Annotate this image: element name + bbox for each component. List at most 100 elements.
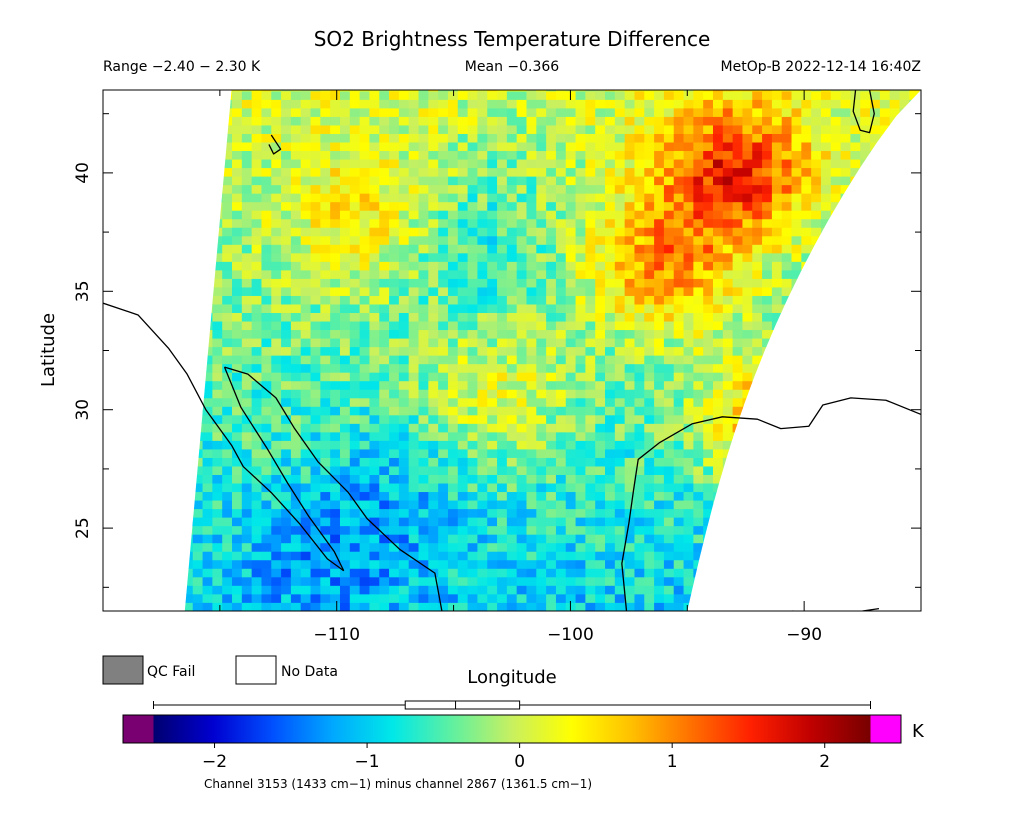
heatmap-cell xyxy=(860,116,871,126)
heatmap-cell xyxy=(722,363,734,373)
heatmap-cell xyxy=(320,159,331,169)
heatmap-cell xyxy=(614,346,626,356)
heatmap-cell xyxy=(418,321,429,331)
heatmap-cell xyxy=(712,90,724,92)
heatmap-cell xyxy=(516,449,527,458)
heatmap-cell xyxy=(614,559,626,569)
heatmap-cell xyxy=(585,184,596,194)
heatmap-cell xyxy=(673,389,684,399)
heatmap-cell xyxy=(389,116,400,126)
heatmap-cell xyxy=(300,167,311,177)
heatmap-cell xyxy=(546,483,557,493)
heatmap-cell xyxy=(722,423,734,433)
heatmap-cell xyxy=(369,491,380,501)
heatmap-cell xyxy=(477,193,488,203)
heatmap-cell xyxy=(300,363,311,373)
heatmap-cell xyxy=(379,585,390,595)
heatmap-cell xyxy=(811,201,822,211)
heatmap-cell xyxy=(320,287,331,296)
heatmap-cell xyxy=(457,321,468,331)
heatmap-cell xyxy=(487,244,498,254)
heatmap-cell xyxy=(428,338,439,348)
heatmap-cell xyxy=(339,551,351,561)
heatmap-cell xyxy=(575,525,586,535)
heatmap-cell xyxy=(595,363,606,373)
heatmap-cell xyxy=(467,210,478,220)
heatmap-cell xyxy=(742,389,753,399)
heatmap-cell xyxy=(663,116,675,126)
heatmap-cell xyxy=(516,585,527,595)
heatmap-cell xyxy=(251,142,262,152)
heatmap-cell xyxy=(222,483,233,493)
heatmap-cell xyxy=(497,176,508,186)
heatmap-cell xyxy=(251,278,262,288)
heatmap-cell xyxy=(369,201,380,211)
heatmap-cell xyxy=(261,602,272,611)
heatmap-cell xyxy=(506,304,518,314)
heatmap-cell xyxy=(359,244,370,254)
heatmap-cell xyxy=(330,125,341,134)
heatmap-cell xyxy=(644,397,655,407)
heatmap-cell xyxy=(330,517,341,527)
heatmap-cell xyxy=(546,491,557,501)
heatmap-cell xyxy=(791,150,802,160)
heatmap-cell xyxy=(752,193,763,203)
heatmap-cell xyxy=(654,466,665,475)
heatmap-cell xyxy=(624,551,635,561)
heatmap-cell xyxy=(369,355,380,365)
heatmap-cell xyxy=(212,576,223,586)
heatmap-cell xyxy=(614,525,626,535)
heatmap-cell xyxy=(565,321,576,331)
heatmap-cell xyxy=(624,150,635,160)
heatmap-cell xyxy=(595,261,606,271)
heatmap-cell xyxy=(634,193,645,203)
heatmap-cell xyxy=(673,355,684,365)
heatmap-cell xyxy=(418,295,429,305)
heatmap-cell xyxy=(624,466,635,475)
heatmap-cell xyxy=(673,235,684,245)
heatmap-cell xyxy=(497,218,508,228)
heatmap-cell xyxy=(290,252,302,262)
heatmap-cell xyxy=(300,423,311,433)
heatmap-cell xyxy=(614,218,626,228)
heatmap-cell xyxy=(398,483,410,493)
heatmap-cell xyxy=(408,414,419,424)
heatmap-cell xyxy=(762,235,773,245)
heatmap-cell xyxy=(575,431,586,441)
heatmap-cell xyxy=(703,423,714,433)
heatmap-cell xyxy=(487,269,498,279)
heatmap-cell xyxy=(526,449,537,458)
heatmap-cell xyxy=(222,440,233,450)
heatmap-cell xyxy=(614,593,626,603)
heatmap-cell xyxy=(771,287,783,296)
heatmap-cell xyxy=(683,491,694,501)
heatmap-cell xyxy=(281,193,292,203)
heatmap-cell xyxy=(379,551,390,561)
heatmap-cell xyxy=(693,235,704,245)
heatmap-cell xyxy=(614,508,626,518)
heatmap-cell xyxy=(290,287,302,296)
heatmap-cell xyxy=(447,440,459,450)
heatmap-cell xyxy=(565,150,576,160)
heatmap-cell xyxy=(339,235,351,245)
heatmap-cell xyxy=(281,491,292,501)
heatmap-cell xyxy=(663,201,675,211)
heatmap-cell xyxy=(212,525,223,535)
heatmap-cell xyxy=(487,491,498,501)
heatmap-cell xyxy=(644,235,655,245)
heatmap-cell xyxy=(497,269,508,279)
heatmap-cell xyxy=(693,483,704,493)
heatmap-cell xyxy=(830,142,842,152)
heatmap-cell xyxy=(614,483,626,493)
heatmap-cell xyxy=(605,99,616,109)
heatmap-cell xyxy=(654,116,665,126)
heatmap-cell xyxy=(300,355,311,365)
heatmap-cell xyxy=(506,90,518,92)
heatmap-cell xyxy=(683,244,694,254)
heatmap-cell xyxy=(320,269,331,279)
heatmap-cell xyxy=(408,235,419,245)
heatmap-cell xyxy=(359,389,370,399)
heatmap-cell xyxy=(438,295,449,305)
heatmap-cell xyxy=(555,184,567,194)
heatmap-cell xyxy=(428,466,439,475)
